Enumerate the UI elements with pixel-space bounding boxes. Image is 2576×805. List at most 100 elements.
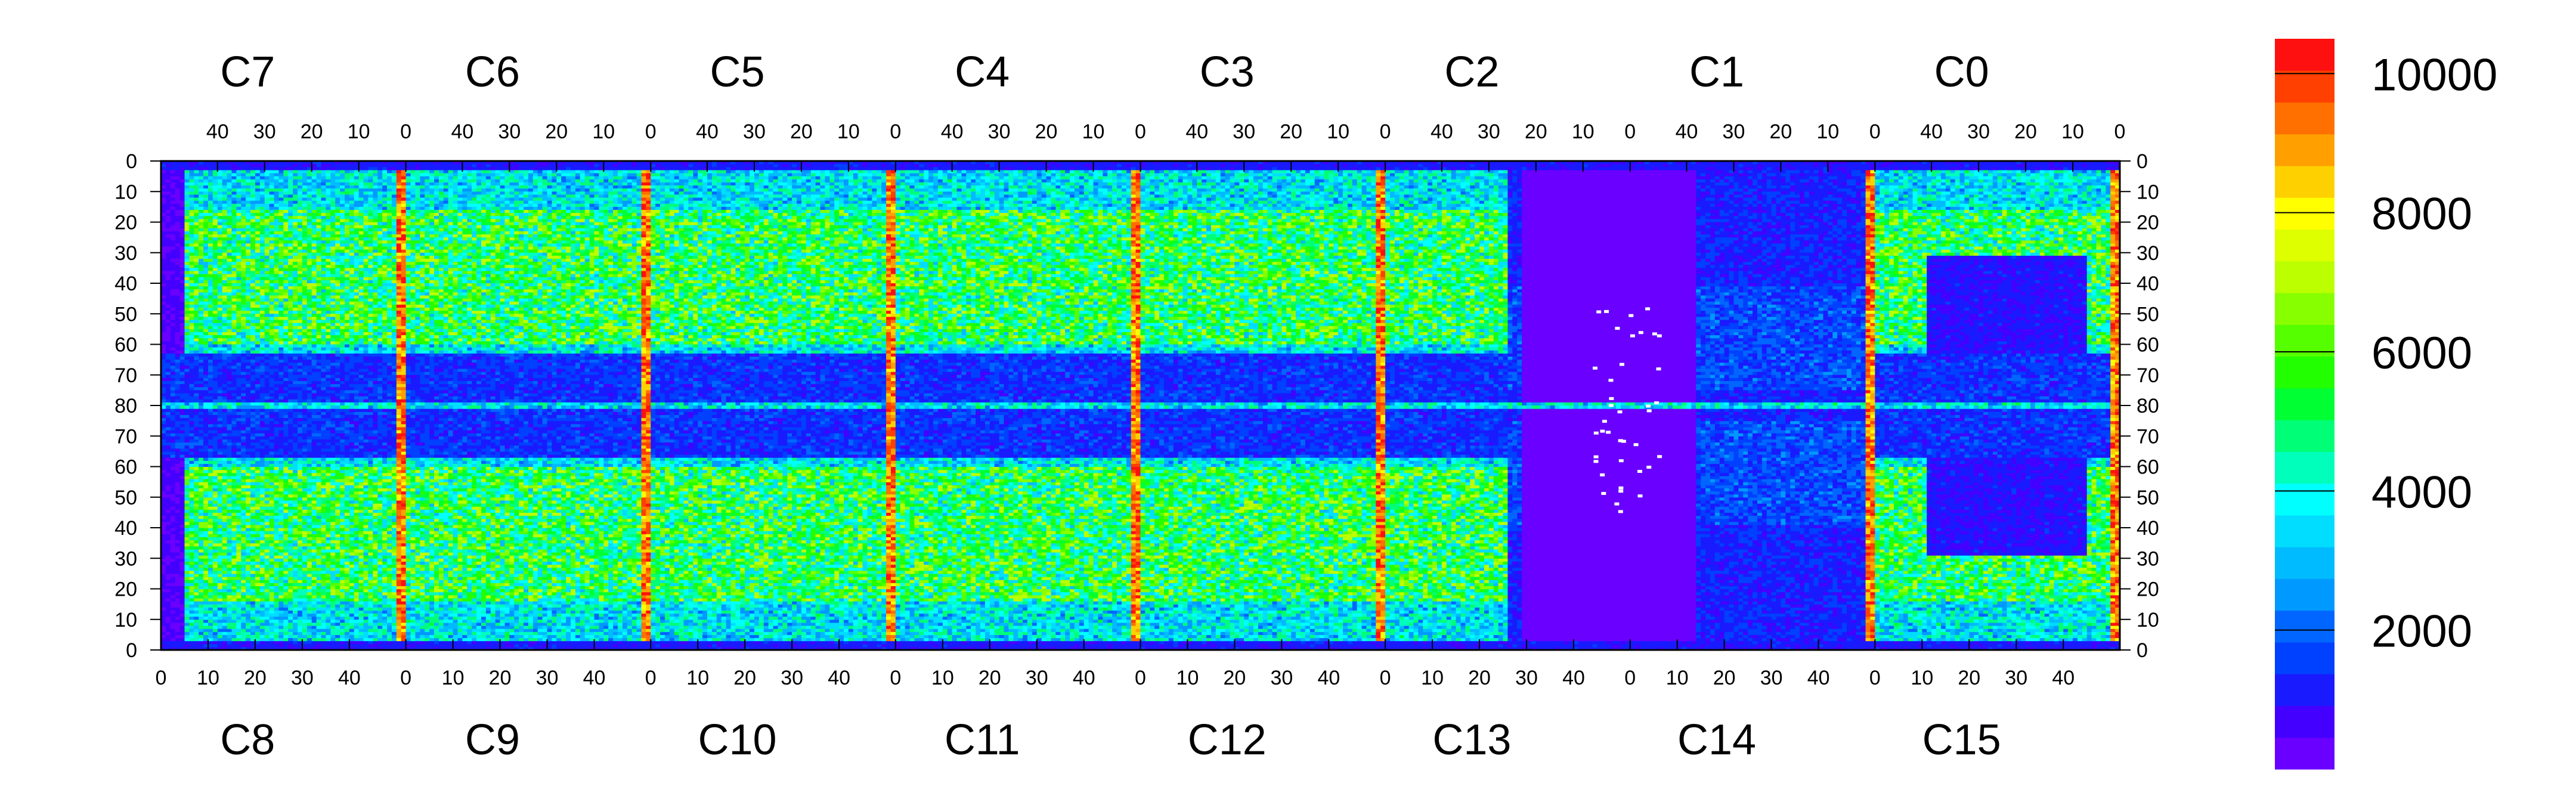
hitmap-cell xyxy=(184,216,190,219)
hitmap-cell xyxy=(203,345,209,348)
hitmap-cell xyxy=(317,201,322,205)
hitmap-cell xyxy=(288,354,293,357)
hitmap-cell xyxy=(199,204,204,208)
hitmap-cell xyxy=(293,289,298,293)
hitmap-cell xyxy=(171,292,176,296)
hitmap-cell xyxy=(180,213,185,216)
hitmap-cell xyxy=(250,360,256,363)
hitmap-cell xyxy=(255,198,261,202)
hitmap-cell xyxy=(293,341,298,345)
hitmap-cell xyxy=(166,234,171,238)
hitmap-cell xyxy=(246,360,251,363)
hitmap-cell xyxy=(265,360,270,363)
hitmap-cell xyxy=(166,268,171,271)
hitmap-cell xyxy=(278,222,284,226)
hitmap-cell xyxy=(241,240,246,244)
hitmap-cell xyxy=(283,188,289,192)
hitmap-cell xyxy=(194,213,199,216)
hitmap-cell xyxy=(307,390,312,394)
hitmap-cell xyxy=(231,222,237,226)
hitmap-cell xyxy=(246,265,251,268)
hitmap-cell xyxy=(246,185,251,189)
hitmap-cell xyxy=(199,268,204,271)
hitmap-cell xyxy=(222,243,228,247)
hitmap-cell xyxy=(265,182,270,186)
hitmap-cell xyxy=(255,354,261,357)
hitmap-cell xyxy=(274,170,280,174)
hitmap-cell xyxy=(241,277,246,281)
hitmap-cell xyxy=(265,394,270,397)
hitmap-cell xyxy=(283,164,289,168)
hitmap-cell xyxy=(293,332,298,336)
hitmap-cell xyxy=(246,188,251,192)
hitmap-cell xyxy=(326,216,331,219)
hitmap-cell xyxy=(236,207,242,210)
hitmap-cell xyxy=(222,369,228,373)
hitmap-cell xyxy=(194,375,199,379)
hitmap-cell xyxy=(307,265,312,268)
hitmap-cell xyxy=(194,182,199,186)
hitmap-cell xyxy=(199,277,204,281)
hitmap-cell xyxy=(227,296,233,299)
hitmap-cell xyxy=(231,320,237,324)
hitmap-cell xyxy=(321,335,326,339)
hitmap-cell xyxy=(255,164,261,168)
hitmap-cell xyxy=(236,345,242,348)
hitmap-cell xyxy=(330,299,336,302)
hitmap-cell xyxy=(194,296,199,299)
hitmap-cell xyxy=(298,308,303,311)
hitmap-cell xyxy=(180,204,185,208)
hitmap-cell xyxy=(203,201,209,205)
hitmap-cell xyxy=(166,329,171,333)
hitmap-cell xyxy=(265,219,270,222)
hitmap-cell xyxy=(260,323,265,327)
hitmap-cell xyxy=(189,299,194,302)
hitmap-cell xyxy=(330,341,336,345)
hitmap-cell xyxy=(288,219,293,222)
hitmap-cell xyxy=(255,296,261,299)
hitmap-cell xyxy=(184,320,190,324)
hitmap-cell xyxy=(208,302,213,305)
hitmap-cell xyxy=(180,341,185,345)
hitmap-cell xyxy=(312,394,317,397)
hitmap-cell xyxy=(180,360,185,363)
hitmap-cell xyxy=(203,191,209,195)
hitmap-cell xyxy=(317,348,322,351)
hitmap-cell xyxy=(236,234,242,238)
hitmap-cell xyxy=(260,225,265,229)
hitmap-cell xyxy=(218,191,223,195)
hitmap-cell xyxy=(298,213,303,216)
hitmap-cell xyxy=(184,259,190,262)
hitmap-cell xyxy=(302,338,308,342)
hitmap-cell xyxy=(213,338,218,342)
hitmap-cell xyxy=(241,323,246,327)
hitmap-cell xyxy=(302,375,308,379)
hitmap-cell xyxy=(265,234,270,238)
hitmap-cell xyxy=(293,262,298,265)
hitmap-cell xyxy=(246,179,251,183)
hitmap-cell xyxy=(307,240,312,244)
hitmap-cell xyxy=(184,177,190,180)
hitmap-cell xyxy=(302,237,308,241)
hitmap-cell xyxy=(298,268,303,271)
hitmap-cell xyxy=(208,280,213,284)
hitmap-cell xyxy=(175,335,181,339)
hitmap-cell xyxy=(175,323,181,327)
hitmap-cell xyxy=(180,381,185,385)
hitmap-cell xyxy=(274,210,280,213)
hitmap-cell xyxy=(213,198,218,202)
hitmap-cell xyxy=(278,366,284,369)
hitmap-cell xyxy=(302,280,308,284)
hitmap-cell xyxy=(260,204,265,208)
hitmap-cell xyxy=(330,259,336,262)
hitmap-cell xyxy=(330,198,336,202)
hitmap-cell xyxy=(312,311,317,314)
hitmap-cell xyxy=(227,191,233,195)
hitmap-cell xyxy=(199,369,204,373)
hitmap-cell xyxy=(312,296,317,299)
hitmap-cell xyxy=(184,338,190,342)
hitmap-cell xyxy=(213,369,218,373)
hitmap-cell xyxy=(326,302,331,305)
hitmap-cell xyxy=(283,363,289,366)
hitmap-cell xyxy=(302,243,308,247)
